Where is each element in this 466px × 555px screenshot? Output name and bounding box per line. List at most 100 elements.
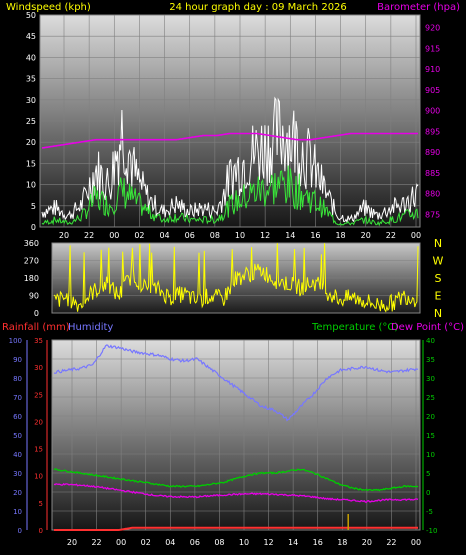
- temp-x-tick: 18: [337, 538, 347, 547]
- direction-y-tick: 360: [24, 239, 39, 248]
- wind-y-tick: 40: [26, 53, 36, 62]
- wind-x-tick: 06: [185, 231, 195, 240]
- temperature-y-tick: -5: [426, 508, 433, 516]
- wind-x-ticks: 20 22 00 02 04 06 08 10 12 14 16 18 20 22 00: [59, 231, 421, 240]
- humidity-y-tick: 90: [13, 356, 22, 364]
- dewpoint-line: [53, 482, 419, 503]
- graph-title: 24 hour graph day : 09 March 2026: [169, 2, 347, 13]
- temp-x-tick: 22: [91, 538, 101, 547]
- barometer-y-tick: 885: [425, 169, 440, 178]
- barometer-y-tick: 895: [425, 127, 440, 136]
- direction-y-tick: 90: [29, 292, 39, 301]
- rainfall-y-ticks: 35 30 25 20 15 10 5 0: [34, 337, 43, 535]
- temp-x-tick: 08: [214, 538, 224, 547]
- wind-x-tick: 22: [84, 231, 94, 240]
- temp-x-tick: 16: [313, 538, 323, 547]
- dewpoint-axis-title: Dew Point (°C): [391, 322, 464, 333]
- temperature-y-tick: 30: [426, 375, 435, 383]
- wind-x-tick: 18: [335, 231, 345, 240]
- humidity-axis-title: Humidity: [68, 322, 113, 333]
- temp-x-tick: 20: [362, 538, 372, 547]
- wind-y-ticks: 0 5 10 15 20 25 30 35 40 45 50: [26, 11, 36, 232]
- barometer-y-tick: 920: [425, 23, 440, 32]
- compass-label: N: [434, 307, 442, 320]
- wind-x-tick: 14: [285, 231, 295, 240]
- temp-x-tick: 06: [190, 538, 200, 547]
- wind-axis-title: Windspeed (kph): [6, 2, 91, 13]
- wind-y-tick: 25: [26, 117, 36, 126]
- direction-y-tick: 180: [24, 274, 39, 283]
- barometer-line: [41, 132, 418, 149]
- wind-y-tick: 15: [26, 159, 36, 168]
- temperature-y-tick: 15: [426, 432, 435, 440]
- rainfall-y-tick: 0: [39, 527, 43, 535]
- humidity-y-tick: 40: [13, 451, 22, 459]
- temperature-y-tick: 35: [426, 356, 435, 364]
- wind-gust-line: [41, 96, 419, 224]
- wind-average-line: [41, 165, 419, 227]
- wind-x-tick: 12: [260, 231, 270, 240]
- temperature-y-tick: 0: [426, 489, 430, 497]
- temperature-y-tick: 20: [426, 413, 435, 421]
- temperature-y-tick: 5: [426, 470, 430, 478]
- barometer-y-tick: 875: [425, 211, 440, 220]
- temp-series: [53, 344, 419, 531]
- wind-x-tick: 08: [210, 231, 220, 240]
- barometer-y-tick: 890: [425, 148, 440, 157]
- rainfall-y-tick: 10: [34, 473, 43, 481]
- wind-y-tick: 45: [26, 32, 36, 41]
- wind-y-tick: 10: [26, 181, 36, 190]
- temperature-y-tick: 10: [426, 451, 435, 459]
- wind-x-tick: 20: [361, 231, 371, 240]
- temp-x-tick: 10: [239, 538, 249, 547]
- humidity-line: [53, 344, 418, 422]
- temperature-y-tick: -10: [426, 527, 437, 535]
- barometer-y-tick: 880: [425, 190, 440, 199]
- wind-y-tick: 5: [31, 202, 36, 211]
- rainfall-y-tick: 30: [34, 364, 43, 372]
- barometer-y-tick: 905: [425, 86, 440, 95]
- wind-series: [41, 96, 419, 227]
- wind-y-tick: 20: [26, 138, 36, 147]
- temp-x-tick: 14: [288, 538, 298, 547]
- temperature-y-tick: 25: [426, 394, 435, 402]
- rainfall-y-tick: 25: [34, 391, 43, 399]
- wind-x-tick: 04: [159, 231, 169, 240]
- temp-x-tick: 00: [116, 538, 126, 547]
- compass-label: E: [435, 290, 442, 303]
- temp-x-tick: 02: [141, 538, 151, 547]
- wind-x-tick: 00: [109, 231, 119, 240]
- temperature-y-tick: 40: [426, 337, 435, 345]
- direction-y-tick: 270: [24, 257, 39, 266]
- temperature-y-ticks: 40 35 30 25 20 15 10 5 0 -5 -10: [426, 337, 437, 535]
- humidity-y-tick: 10: [13, 508, 22, 516]
- rainfall-y-tick: 35: [34, 337, 43, 345]
- humidity-y-tick: 20: [13, 489, 22, 497]
- rainfall-axis-title: Rainfall (mm): [2, 322, 70, 333]
- wind-x-tick: 22: [386, 231, 396, 240]
- temp-x-tick: 22: [386, 538, 396, 547]
- wind-direction-line: [53, 243, 419, 313]
- temp-x-tick: 04: [165, 538, 175, 547]
- wind-y-tick: 30: [26, 96, 36, 105]
- wind-y-tick: 0: [31, 223, 36, 232]
- wind-x-tick: 16: [310, 231, 320, 240]
- humidity-y-tick: 60: [13, 413, 22, 421]
- wind-x-tick: 00: [411, 231, 421, 240]
- barometer-y-ticks: 875 880 885 890 895 900 905 910 915 920: [425, 23, 440, 219]
- compass-label: S: [435, 272, 442, 285]
- barometer-y-tick: 915: [425, 44, 440, 53]
- compass-label: W: [433, 255, 444, 268]
- temp-x-tick: 00: [411, 538, 421, 547]
- barometer-y-tick: 900: [425, 107, 440, 116]
- humidity-y-tick: 0: [18, 527, 22, 535]
- rainfall-y-tick: 15: [34, 446, 43, 454]
- temperature-axis-title: Temperature (°C): [311, 322, 398, 333]
- compass-label: N: [434, 237, 442, 250]
- temp-x-ticks: 20 22 00 02 04 06 08 10 12 14 16 18 20 22 00: [67, 538, 421, 547]
- rainfall-y-tick: 5: [39, 500, 43, 508]
- wind-x-tick: 10: [235, 231, 245, 240]
